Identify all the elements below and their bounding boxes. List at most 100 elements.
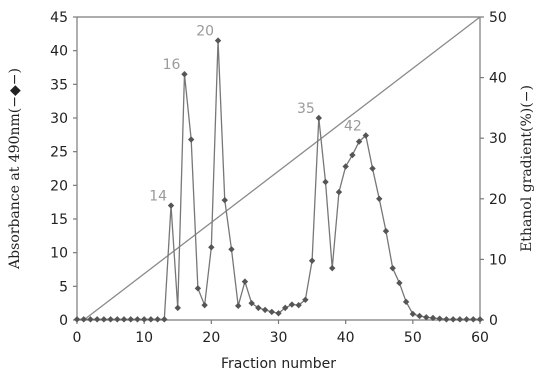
absorbance-point: [288, 301, 296, 308]
absorbance-point: [409, 310, 417, 318]
absorbance-point: [463, 316, 470, 323]
y2-tick-label: 40: [489, 71, 507, 87]
absorbance-point: [120, 316, 128, 323]
absorbance-point: [402, 298, 410, 306]
absorbance-point: [241, 278, 249, 285]
absorbance-point: [443, 316, 450, 323]
absorbance-point: [87, 316, 94, 323]
absorbance-point: [416, 312, 423, 320]
absorbance-point: [396, 279, 403, 287]
absorbance-point: [436, 315, 443, 322]
absorbance-point: [201, 301, 208, 309]
y2-tick-label: 30: [489, 131, 507, 147]
absorbance-point: [268, 308, 275, 316]
absorbance-point: [376, 195, 383, 202]
peak-label: 20: [196, 24, 214, 40]
absorbance-point: [134, 316, 141, 323]
absorbance-point: [174, 304, 181, 312]
ethanol-gradient-line: [83, 16, 481, 321]
x-tick-label: 40: [337, 330, 355, 346]
y-tick-label: 45: [50, 10, 68, 26]
absorbance-point: [140, 316, 148, 323]
absorbance-point: [208, 244, 215, 251]
x-axis-title: Fraction number: [221, 356, 336, 372]
tick-labels: 0 10 20 30 40 50 60051015202530354045010203040…: [50, 10, 507, 346]
y-tick-label: 40: [50, 44, 68, 60]
y-tick-label: 35: [50, 77, 68, 93]
absorbance-point: [429, 314, 437, 322]
absorbance-point: [315, 114, 322, 122]
absorbance-point: [100, 316, 108, 323]
y-tick-label: 20: [50, 178, 68, 194]
absorbance-point: [93, 316, 101, 323]
absorbance-point: [423, 314, 430, 321]
absorbance-point: [214, 37, 222, 44]
absorbance-series: [73, 37, 484, 323]
absorbance-point: [181, 71, 188, 78]
x-tick-label: 60: [471, 330, 489, 346]
y-tick-label: 30: [50, 111, 68, 127]
y2-tick-label: 0: [489, 313, 498, 329]
absorbance-point: [73, 316, 81, 323]
y-tick-label: 0: [59, 313, 68, 329]
absorbance-point: [228, 246, 235, 253]
absorbance-line: [77, 40, 480, 320]
absorbance-point: [187, 136, 195, 143]
absorbance-point: [362, 132, 370, 139]
absorbance-point: [235, 302, 242, 310]
absorbance-point: [154, 316, 161, 323]
absorbance-point: [369, 165, 376, 172]
x-tick-label: 30: [270, 330, 288, 346]
absorbance-point: [322, 178, 329, 186]
absorbance-point: [167, 202, 175, 209]
absorbance-point: [282, 304, 289, 312]
absorbance-point: [329, 264, 336, 272]
y2-axis-title: Ethanol gradient(%)(−): [519, 85, 535, 252]
absorbance-point: [335, 188, 343, 196]
absorbance-point: [389, 264, 396, 272]
absorbance-point: [382, 227, 390, 235]
absorbance-point: [221, 196, 228, 204]
x-tick-label: 50: [404, 330, 422, 346]
absorbance-point: [342, 163, 349, 170]
peak-annotations: 14 16 20 35 42: [149, 24, 362, 205]
absorbance-point: [255, 304, 262, 312]
y2-tick-label: 50: [489, 10, 507, 26]
absorbance-point: [261, 306, 269, 314]
ethanol-gradient-series: [83, 16, 481, 321]
axes: [73, 16, 484, 324]
peak-label: 42: [344, 119, 362, 135]
y2-tick-label: 20: [489, 192, 507, 208]
absorbance-point: [476, 316, 484, 323]
y-tick-label: 5: [59, 279, 68, 295]
y-axis-title: Absorbance at 490nm(−◆−): [7, 68, 23, 270]
absorbance-point: [107, 316, 114, 323]
absorbance-point: [147, 316, 155, 323]
absorbance-point: [161, 316, 168, 323]
absorbance-point: [194, 285, 202, 292]
y2-tick-label: 10: [489, 252, 507, 268]
absorbance-point: [355, 138, 363, 145]
x-tick-label: 20: [202, 330, 220, 346]
absorbance-point: [308, 257, 316, 264]
y-tick-label: 25: [50, 145, 68, 161]
absorbance-point: [248, 299, 255, 307]
absorbance-point: [302, 296, 309, 303]
absorbance-point: [449, 316, 457, 323]
absorbance-point: [80, 316, 87, 323]
peak-label: 16: [163, 57, 181, 73]
absorbance-point: [275, 310, 282, 317]
x-tick-label: 0: [73, 330, 82, 346]
absorbance-point: [470, 316, 477, 323]
x-tick-label: 10: [135, 330, 153, 346]
absorbance-point: [295, 301, 302, 309]
y-tick-label: 15: [50, 212, 68, 228]
absorbance-point: [456, 316, 464, 323]
peak-label: 35: [297, 101, 315, 117]
absorbance-point: [114, 316, 121, 323]
y-tick-label: 10: [50, 246, 68, 262]
peak-label: 14: [149, 189, 167, 205]
absorbance-point: [349, 151, 356, 159]
absorbance-point: [127, 316, 134, 323]
